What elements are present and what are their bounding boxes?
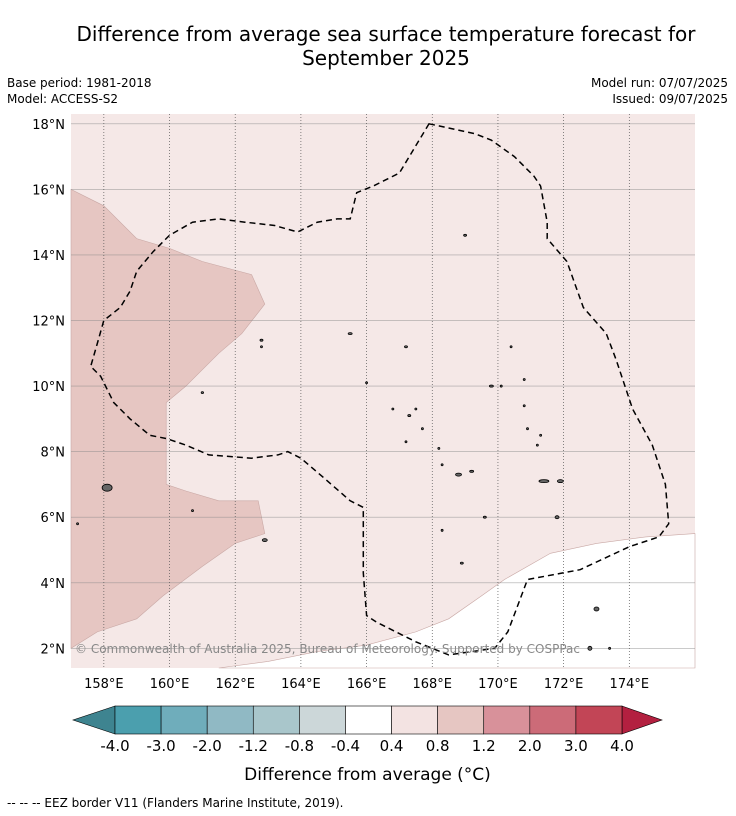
colorbar-under-arrow: [72, 705, 116, 735]
lat-tick-label: 8°N: [41, 446, 66, 461]
colorbar-segment: [252, 705, 300, 735]
colorbar-over-arrow: [621, 705, 663, 735]
lon-tick-label: 166°E: [347, 677, 387, 692]
map-plot-area: 2°N 4°N 6°N 8°N 10°N 12°N 14°N 16°N 18°N 158°E 160…: [32, 114, 696, 692]
lon-tick-label: 164°E: [281, 677, 321, 692]
island-outline: [440, 528, 444, 532]
chart-title-line1: Difference from average sea surface temp…: [76, 22, 696, 46]
colorbar-tick-label: -0.8: [285, 737, 314, 755]
base-period: Base period: 1981-2018: [7, 76, 152, 90]
eez-legend-note: -- -- -- EEZ border V11 (Flanders Marine…: [7, 796, 344, 810]
island-outline: [539, 433, 543, 437]
island-outline: [488, 384, 494, 388]
lat-tick-label: 12°N: [32, 315, 65, 330]
colorbar-segment: [114, 705, 162, 735]
model-run: Model run: 07/07/2025: [590, 76, 728, 90]
island-outline: [191, 509, 194, 513]
lon-tick-label: 158°E: [84, 677, 124, 692]
colorbar-tick-label: 4.0: [610, 737, 634, 755]
island-outline: [482, 515, 487, 519]
chart-title-line2: September 2025: [302, 46, 470, 70]
island-outline: [522, 404, 526, 408]
island-outline: [593, 606, 600, 612]
meta-right: Model run: 07/07/2025 Issued: 09/07/2025: [591, 75, 728, 107]
island-outline: [587, 645, 593, 651]
colorbar-segment: [391, 705, 438, 735]
colorbar: -4.0 -3.0 -2.0 -1.2 -0.8 -0.4 0.4 0.8 1.2 2.0 3.0 4…: [72, 705, 663, 785]
colorbar-segment: [437, 705, 485, 735]
island-outline: [76, 522, 79, 526]
island-outline: [414, 407, 418, 411]
colorbar-segment: [345, 705, 392, 735]
island-outline: [347, 332, 353, 336]
lat-tick-label: 16°N: [32, 183, 65, 198]
lon-tick-label: 160°E: [150, 677, 190, 692]
colorbar-tick-label: 0.8: [426, 737, 450, 755]
island-outline: [499, 384, 503, 388]
colorbar-tick-label: -4.0: [100, 737, 129, 755]
lat-tick-label: 6°N: [41, 511, 66, 526]
chart-title: Difference from average sea surface temp…: [0, 22, 736, 70]
lon-tick-label: 174°E: [610, 677, 650, 692]
island-outline: [391, 407, 395, 411]
anomaly-region-1: [218, 533, 696, 669]
colorbar-tick-label: 3.0: [564, 737, 588, 755]
island-outline: [437, 446, 441, 450]
colorbar-tick-label: 0.4: [380, 737, 404, 755]
island-outline: [261, 538, 268, 543]
island-outline: [440, 463, 444, 467]
island-outline: [404, 440, 408, 444]
colorbar-tick-label: 2.0: [518, 737, 542, 755]
colorbar-tick-label: 1.2: [472, 737, 496, 755]
island-outline: [259, 338, 264, 342]
island-outline: [509, 345, 513, 349]
island-outline: [608, 646, 612, 650]
island-outline: [556, 479, 564, 484]
island-outline: [526, 427, 529, 431]
island-outline: [522, 378, 526, 381]
island-outline: [365, 381, 368, 385]
lat-tick-label: 14°N: [32, 249, 65, 264]
colorbar-segment: [206, 705, 254, 735]
colorbar-segment: [160, 705, 208, 735]
colorbar-tick-label: -3.0: [146, 737, 175, 755]
island-outline: [260, 345, 263, 349]
island-outline: [459, 561, 464, 565]
colorbar-segment: [483, 705, 531, 735]
lat-tick-label: 2°N: [41, 642, 66, 657]
island-outline: [469, 469, 475, 473]
colorbar-segment: [529, 705, 577, 735]
colorbar-tick-label: -2.0: [193, 737, 222, 755]
lon-tick-label: 168°E: [412, 677, 452, 692]
anomaly-region-0: [70, 188, 266, 649]
colorbar-label: Difference from average (°C): [244, 765, 491, 785]
issued-date: Issued: 09/07/2025: [612, 92, 728, 106]
copyright-notice: © Commonwealth of Australia 2025, Bureau…: [75, 642, 580, 656]
colorbar-tick-label: -1.2: [239, 737, 268, 755]
colorbar-segment: [299, 705, 346, 735]
island-outline: [538, 479, 550, 484]
island-outline: [554, 515, 560, 520]
lon-tick-label: 172°E: [544, 677, 584, 692]
colorbar-tick-label: -0.4: [331, 737, 360, 755]
island-outline: [200, 391, 204, 395]
model-name: Model: ACCESS-S2: [7, 92, 119, 106]
lon-tick-label: 170°E: [478, 677, 518, 692]
colorbar-segment: [575, 705, 623, 735]
island-outline: [404, 345, 408, 349]
sst-anomaly-map: 2°N 4°N 6°N 8°N 10°N 12°N 14°N 16°N 18°N 158°E 160…: [32, 114, 696, 785]
island-outline: [455, 472, 462, 477]
lat-tick-label: 4°N: [41, 577, 66, 592]
meta-left: Base period: 1981-2018 Model: ACCESS-S2: [7, 75, 152, 107]
island-outline: [407, 414, 412, 417]
lat-tick-label: 10°N: [32, 380, 65, 395]
island-outline: [463, 233, 468, 237]
island-outline: [535, 443, 539, 447]
island-outline: [421, 427, 424, 431]
lon-tick-label: 162°E: [215, 677, 255, 692]
island-outline: [101, 483, 113, 492]
lat-tick-label: 18°N: [32, 118, 65, 133]
